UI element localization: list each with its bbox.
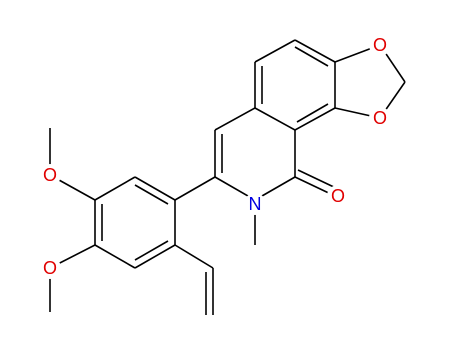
label-bg (39, 257, 61, 279)
bonds (49, 39, 406, 315)
bond (134, 244, 176, 269)
atom-label: O (331, 186, 345, 206)
atom-label: O (43, 258, 57, 278)
bond (296, 103, 329, 123)
bond (294, 46, 329, 67)
atom-label: O (373, 108, 387, 128)
atom-label: N (249, 194, 262, 214)
bond (134, 240, 169, 261)
bond (254, 107, 296, 131)
label-bg (369, 107, 391, 129)
label-bg (369, 34, 391, 56)
atom-label: O (373, 35, 387, 55)
bond (134, 176, 176, 201)
label-bg (39, 164, 61, 186)
bond (174, 176, 216, 201)
bond (94, 244, 136, 269)
atom-label: O (43, 165, 57, 185)
bond (214, 107, 256, 131)
bond (94, 176, 136, 201)
label-bg (244, 193, 266, 215)
bond (174, 244, 214, 269)
bond (297, 169, 339, 190)
bond (294, 39, 336, 63)
bond (254, 39, 296, 63)
label-bg (327, 185, 349, 207)
atom-labels: O O O N O O (39, 34, 391, 279)
bond (294, 107, 336, 131)
bond (134, 184, 169, 205)
